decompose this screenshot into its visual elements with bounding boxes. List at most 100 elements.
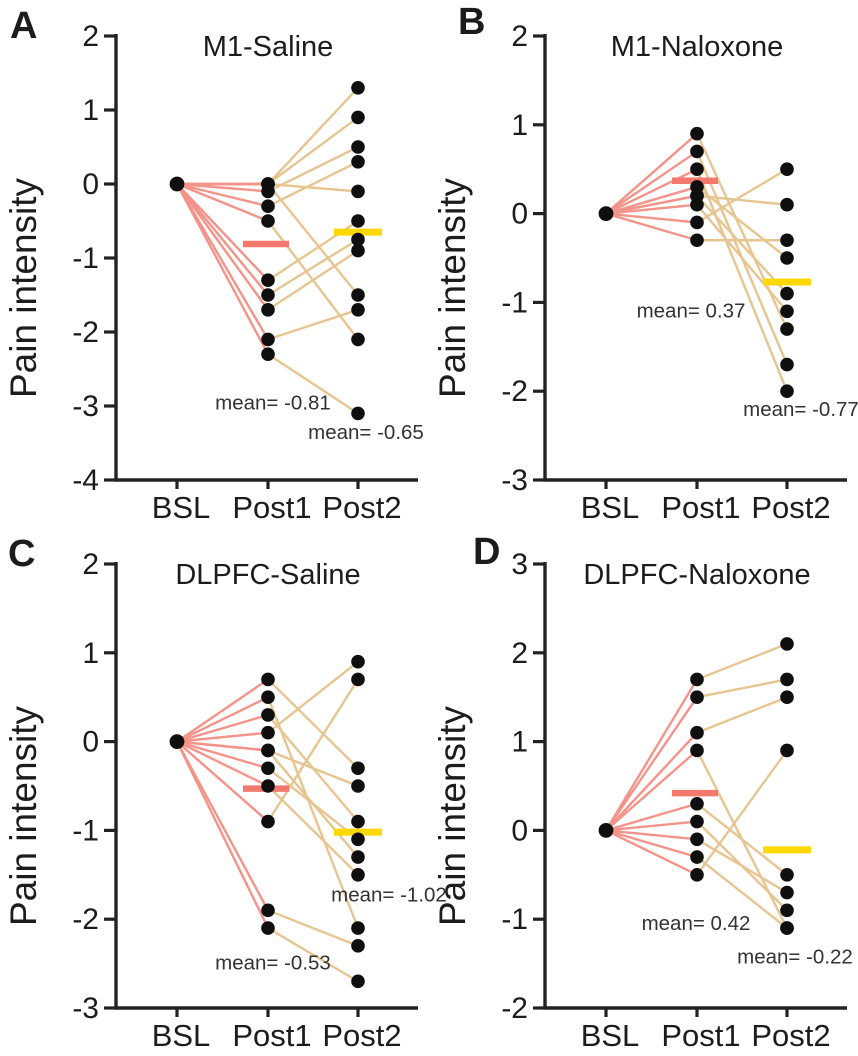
connector-post1-post2 bbox=[266, 926, 360, 983]
connector-post1-post2 bbox=[266, 86, 360, 186]
y-tick-label: 0 bbox=[82, 726, 99, 759]
x-tick-label: Post2 bbox=[751, 1018, 830, 1053]
data-point-bsl bbox=[598, 823, 614, 838]
x-tick-label: Post1 bbox=[232, 490, 311, 525]
data-point-post2 bbox=[780, 672, 794, 687]
data-point-post1 bbox=[261, 177, 275, 191]
connector-bsl-post1 bbox=[604, 829, 699, 841]
data-point-post2 bbox=[780, 286, 794, 301]
x-tick-label: BSL bbox=[581, 1018, 640, 1053]
connector-bsl-post1 bbox=[175, 182, 270, 311]
y-axis-label: Pain intensity bbox=[432, 705, 473, 926]
connector-bsl-post1 bbox=[175, 182, 270, 223]
connector-post1-post2 bbox=[695, 802, 789, 876]
panel-title: M1-Naloxone bbox=[611, 31, 783, 63]
data-point-post1 bbox=[261, 288, 275, 302]
mean-annotation-post1: mean= -0.81 bbox=[215, 391, 331, 414]
panel-letter: D bbox=[473, 531, 500, 573]
data-point-post1 bbox=[690, 197, 704, 212]
data-point-post1 bbox=[690, 690, 704, 704]
data-point-post1 bbox=[690, 850, 704, 864]
data-point-post2 bbox=[351, 850, 365, 864]
data-point-post1 bbox=[261, 332, 275, 347]
panel-letter: B bbox=[458, 1, 485, 43]
connector-bsl-post1 bbox=[604, 829, 699, 876]
connector-post1-post2 bbox=[266, 182, 360, 297]
y-tick-label: 1 bbox=[511, 726, 528, 759]
connector-bsl-post1 bbox=[604, 212, 699, 224]
data-point-post2 bbox=[351, 214, 365, 228]
data-point-post2 bbox=[351, 81, 365, 95]
connector-post1-post2 bbox=[266, 909, 360, 948]
data-point-post1 bbox=[690, 126, 704, 141]
data-point-post1 bbox=[261, 347, 275, 362]
connector-post1-post2 bbox=[695, 642, 789, 681]
connector-bsl-post1 bbox=[175, 678, 270, 743]
y-tick-label: -3 bbox=[72, 390, 99, 423]
panel-letter: A bbox=[10, 5, 37, 47]
y-tick-label: 0 bbox=[82, 168, 99, 201]
connector-post1-post2 bbox=[266, 695, 360, 930]
data-point-post2 bbox=[351, 921, 365, 935]
connector-post1-post2 bbox=[695, 203, 789, 313]
connector-post1-post2 bbox=[266, 145, 360, 193]
connector-post1-post2 bbox=[266, 784, 360, 876]
data-point-post2 bbox=[780, 743, 794, 758]
data-point-post2 bbox=[780, 304, 794, 319]
data-point-post2 bbox=[780, 868, 794, 882]
data-point-post1 bbox=[690, 725, 704, 740]
connector-post1-post2 bbox=[266, 678, 360, 823]
connector-bsl-post1 bbox=[175, 182, 270, 208]
data-point-post1 bbox=[261, 814, 275, 829]
data-point-post2 bbox=[351, 303, 365, 317]
connector-bsl-post1 bbox=[175, 740, 270, 912]
data-point-post1 bbox=[690, 814, 704, 829]
panel-title: DLPFC-Naloxone bbox=[583, 559, 810, 591]
y-tick-label: -1 bbox=[72, 814, 99, 847]
y-tick-label: 2 bbox=[82, 20, 99, 53]
data-point-post1 bbox=[690, 796, 704, 811]
mean-annotation-post2: mean= -0.77 bbox=[743, 398, 858, 421]
connector-post1-post2 bbox=[266, 678, 360, 770]
mean-annotation-post2: mean= -1.02 bbox=[331, 883, 447, 906]
data-point-post2 bbox=[351, 288, 365, 302]
connector-bsl-post1 bbox=[175, 740, 270, 752]
data-point-post2 bbox=[351, 140, 365, 154]
data-point-post2 bbox=[351, 868, 365, 882]
y-axis-label: Pain intensity bbox=[3, 705, 44, 926]
connector-bsl-post1 bbox=[175, 182, 270, 282]
panel-letter: C bbox=[8, 533, 35, 575]
connector-post1-post2 bbox=[266, 660, 360, 734]
y-tick-label: -3 bbox=[501, 464, 528, 497]
connector-bsl-post1 bbox=[175, 713, 270, 743]
data-point-bsl bbox=[169, 176, 185, 192]
y-tick-label: -4 bbox=[72, 464, 99, 497]
connector-bsl-post1 bbox=[175, 695, 270, 743]
connector-bsl-post1 bbox=[604, 194, 699, 215]
connector-bsl-post1 bbox=[175, 182, 270, 193]
connector-post1-post2 bbox=[266, 767, 360, 841]
data-point-post2 bbox=[351, 232, 365, 247]
y-tick-label: 2 bbox=[82, 548, 99, 581]
data-point-post1 bbox=[690, 215, 704, 230]
data-point-post2 bbox=[351, 654, 365, 669]
data-point-post2 bbox=[351, 974, 365, 989]
data-point-post1 bbox=[261, 779, 275, 793]
connector-bsl-post1 bbox=[604, 150, 699, 215]
connector-post1-post2 bbox=[695, 749, 789, 876]
x-tick-label: Post1 bbox=[661, 490, 740, 525]
connector-post1-post2 bbox=[695, 695, 789, 734]
connector-post1-post2 bbox=[695, 132, 789, 331]
connector-bsl-post1 bbox=[604, 185, 699, 215]
panel-title: DLPFC-Saline bbox=[175, 559, 360, 591]
data-point-post2 bbox=[351, 832, 365, 847]
connector-bsl-post1 bbox=[604, 132, 699, 215]
data-point-post2 bbox=[780, 162, 794, 176]
data-point-post2 bbox=[780, 690, 794, 704]
connector-bsl-post1 bbox=[175, 740, 270, 930]
data-point-post1 bbox=[261, 708, 275, 722]
y-tick-label: -3 bbox=[72, 992, 99, 1025]
y-tick-label: -1 bbox=[501, 903, 528, 936]
data-point-post1 bbox=[690, 672, 704, 687]
y-tick-label: 1 bbox=[82, 94, 99, 127]
